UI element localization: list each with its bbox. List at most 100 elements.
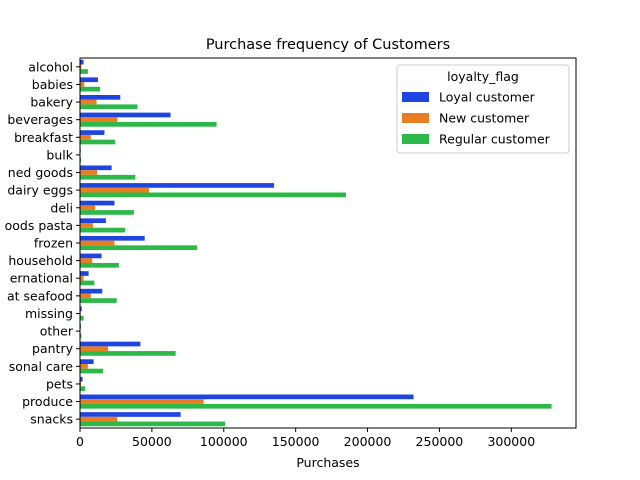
bar-alcohol-loyal-customer (80, 59, 84, 65)
bar-produce-new-customer (80, 399, 204, 404)
x-ticks: 0 50000 100000 150000 200000 250000 300000 (76, 428, 535, 449)
y-tick-label: deli (50, 200, 73, 215)
bar-frozen-loyal-customer (80, 235, 145, 241)
bar-deli-loyal-customer (80, 200, 115, 206)
bar-dry-goods-pasta-loyal-customer (80, 218, 106, 224)
y-tick-label: ernational (10, 271, 73, 286)
x-tick-label: 50000 (132, 434, 172, 449)
x-tick-label: 250000 (416, 434, 464, 449)
x-tick-label: 200000 (344, 434, 392, 449)
bar-pets-new-customer (80, 381, 82, 387)
bar-breakfast-loyal-customer (80, 130, 105, 135)
x-tick-label: 150000 (272, 434, 320, 449)
bars-layer (80, 59, 552, 427)
bar-personal-care-regular-customer (80, 368, 103, 374)
bar-bakery-regular-customer (80, 104, 138, 110)
bar-meat-seafood-regular-customer (80, 298, 117, 303)
y-tick-label: beverages (7, 112, 73, 127)
legend-swatch (402, 92, 429, 102)
bar-missing-regular-customer (80, 315, 84, 321)
bar-breakfast-regular-customer (80, 139, 116, 145)
x-tick-label: 100000 (200, 434, 248, 449)
bar-beverages-loyal-customer (80, 112, 171, 118)
bar-babies-regular-customer (80, 86, 101, 92)
bar-dry-goods-pasta-new-customer (80, 223, 93, 228)
legend-label: Regular customer (439, 132, 551, 147)
x-tick-label: 300000 (487, 434, 535, 449)
y-tick-label: breakfast (14, 130, 73, 145)
bar-dairy-eggs-loyal-customer (80, 183, 275, 188)
x-tick-label: 0 (76, 434, 84, 449)
bar-produce-regular-customer (80, 403, 552, 409)
bar-personal-care-loyal-customer (80, 359, 94, 364)
bar-meat-seafood-new-customer (80, 293, 91, 299)
y-tick-label: frozen (34, 236, 73, 251)
legend-label: New customer (439, 111, 530, 126)
legend-swatch (402, 134, 429, 144)
y-tick-label: missing (25, 306, 73, 321)
chart-title: Purchase frequency of Customers (206, 37, 450, 53)
bar-snacks-loyal-customer (80, 412, 181, 417)
bar-canned-goods-loyal-customer (80, 165, 112, 171)
bar-international-regular-customer (80, 280, 95, 286)
y-tick-label: household (8, 253, 73, 268)
bar-household-new-customer (80, 258, 93, 263)
legend: loyalty_flag Loyal customer New customer R… (396, 64, 570, 154)
bar-bakery-new-customer (80, 99, 97, 105)
bar-international-loyal-customer (80, 271, 89, 276)
bar-canned-goods-new-customer (80, 170, 98, 175)
bar-dairy-eggs-regular-customer (80, 192, 346, 198)
bar-snacks-regular-customer (80, 421, 226, 427)
bar-beverages-new-customer (80, 117, 118, 123)
bar-alcohol-new-customer (80, 64, 82, 70)
bar-babies-loyal-customer (80, 77, 98, 83)
bar-alcohol-regular-customer (80, 69, 88, 74)
bar-breakfast-new-customer (80, 134, 91, 140)
bar-other-regular-customer (80, 333, 82, 339)
bar-bakery-loyal-customer (80, 95, 121, 100)
bar-international-new-customer (80, 275, 84, 281)
legend-title: loyalty_flag (447, 69, 519, 84)
y-tick-label: oods pasta (5, 218, 73, 233)
bar-pantry-regular-customer (80, 351, 176, 356)
y-tick-label: bulk (46, 147, 73, 162)
legend-label: Loyal customer (439, 90, 536, 105)
bar-dairy-eggs-new-customer (80, 187, 150, 193)
y-tick-label: pets (46, 376, 73, 391)
bar-personal-care-new-customer (80, 363, 88, 369)
y-tick-label: alcohol (28, 59, 73, 74)
y-tick-label: pantry (32, 341, 74, 356)
y-tick-label: other (40, 324, 74, 339)
y-tick-label: sonal care (9, 359, 74, 374)
bar-household-regular-customer (80, 262, 119, 268)
bar-deli-new-customer (80, 205, 96, 211)
y-tick-label: dairy eggs (7, 183, 73, 198)
bar-babies-new-customer (80, 82, 85, 87)
bar-pets-loyal-customer (80, 376, 83, 382)
bar-beverages-regular-customer (80, 122, 217, 127)
bar-canned-goods-regular-customer (80, 174, 136, 180)
y-tick-label: produce (22, 394, 73, 409)
y-tick-label: at seafood (7, 288, 73, 303)
bar-missing-loyal-customer (80, 306, 82, 312)
y-tick-label: ned goods (8, 165, 73, 180)
y-ticks: alcohol babies bakery beverages breakfast bul… (5, 59, 80, 427)
legend-swatch (402, 113, 429, 123)
x-axis-label: Purchases (296, 455, 359, 470)
y-tick-label: bakery (30, 95, 73, 110)
bar-pantry-loyal-customer (80, 341, 141, 347)
bar-deli-regular-customer (80, 210, 134, 215)
bar-pets-regular-customer (80, 386, 86, 391)
bar-pantry-new-customer (80, 346, 109, 352)
bar-produce-loyal-customer (80, 394, 414, 400)
y-tick-label: babies (32, 77, 73, 92)
bar-household-loyal-customer (80, 253, 102, 259)
bar-snacks-new-customer (80, 416, 118, 422)
legend-box (396, 64, 570, 154)
bar-bulk-regular-customer (80, 157, 82, 162)
bar-meat-seafood-loyal-customer (80, 288, 103, 294)
y-tick-label: snacks (30, 412, 73, 427)
bar-dry-goods-pasta-regular-customer (80, 227, 126, 233)
